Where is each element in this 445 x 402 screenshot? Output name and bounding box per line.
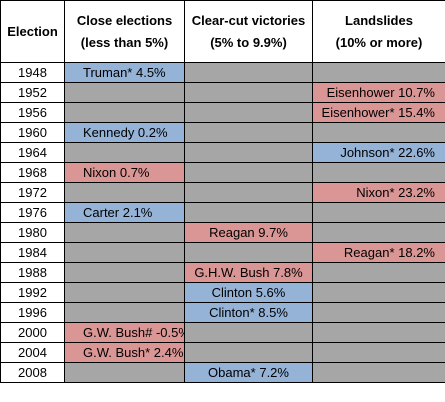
landslide-cell: [312, 322, 445, 343]
header-clear-cut-victories: Clear-cut victories (5% to 9.9%): [184, 0, 313, 63]
close-election-cell: [64, 102, 185, 123]
header-election: Election: [0, 0, 65, 63]
election-year-cell: 1992: [0, 282, 65, 303]
election-year-cell: 2008: [0, 362, 65, 383]
clear-cut-victory-cell: [184, 122, 313, 143]
landslide-cell: [312, 122, 445, 143]
close-election-cell: G.W. Bush* 2.4%: [64, 342, 185, 363]
header-landslides: Landslides (10% or more): [312, 0, 445, 63]
table-row: 1988 G.H.W. Bush 7.8%: [0, 262, 445, 283]
landslide-cell: Eisenhower 10.7%: [312, 82, 445, 103]
table-row: 1996 Clinton* 8.5%: [0, 302, 445, 323]
table-row: 1956 Eisenhower* 15.4%: [0, 102, 445, 123]
clear-cut-victory-cell: [184, 62, 313, 83]
close-election-cell: Kennedy 0.2%: [64, 122, 185, 143]
election-year-cell: 2004: [0, 342, 65, 363]
election-margins-table: Election Close elections (less than 5%) …: [0, 0, 445, 383]
election-year-cell: 1972: [0, 182, 65, 203]
election-year-cell: 1964: [0, 142, 65, 163]
clear-cut-victory-cell: [184, 182, 313, 203]
header-close-elections: Close elections (less than 5%): [64, 0, 185, 63]
landslide-cell: Nixon* 23.2%: [312, 182, 445, 203]
close-election-cell: [64, 242, 185, 263]
table-row: 1948 Truman* 4.5%: [0, 62, 445, 83]
clear-cut-victory-cell: Obama* 7.2%: [184, 362, 313, 383]
landslide-cell: [312, 342, 445, 363]
table-body: 1948 Truman* 4.5% 1952 Eisenhower 10.7% …: [0, 62, 445, 383]
election-year-cell: 1968: [0, 162, 65, 183]
election-year-cell: 1980: [0, 222, 65, 243]
close-election-cell: [64, 222, 185, 243]
close-election-cell: Nixon 0.7%: [64, 162, 185, 183]
clear-cut-victory-cell: Reagan 9.7%: [184, 222, 313, 243]
landslide-cell: [312, 302, 445, 323]
close-election-cell: G.W. Bush# -0.5%: [64, 322, 185, 343]
table-row: 2004 G.W. Bush* 2.4%: [0, 342, 445, 363]
election-year-cell: 1988: [0, 262, 65, 283]
header-clear-title: Clear-cut victories: [191, 12, 306, 28]
close-election-cell: [64, 282, 185, 303]
landslide-cell: [312, 62, 445, 83]
clear-cut-victory-cell: Clinton 5.6%: [184, 282, 313, 303]
header-row: Election Close elections (less than 5%) …: [0, 0, 445, 63]
header-close-range: (less than 5%): [80, 34, 169, 50]
landslide-cell: [312, 162, 445, 183]
clear-cut-victory-cell: G.H.W. Bush 7.8%: [184, 262, 313, 283]
table-row: 2008 Obama* 7.2%: [0, 362, 445, 383]
clear-cut-victory-cell: [184, 202, 313, 223]
election-year-cell: 1960: [0, 122, 65, 143]
close-election-cell: Truman* 4.5%: [64, 62, 185, 83]
header-election-label: Election: [7, 23, 58, 39]
clear-cut-victory-cell: [184, 82, 313, 103]
clear-cut-victory-cell: [184, 342, 313, 363]
table-row: 1964 Johnson* 22.6%: [0, 142, 445, 163]
table-row: 1976 Carter 2.1%: [0, 202, 445, 223]
landslide-cell: [312, 262, 445, 283]
landslide-cell: Reagan* 18.2%: [312, 242, 445, 263]
landslide-cell: [312, 282, 445, 303]
clear-cut-victory-cell: [184, 322, 313, 343]
table-row: 1980 Reagan 9.7%: [0, 222, 445, 243]
close-election-cell: [64, 262, 185, 283]
clear-cut-victory-cell: [184, 142, 313, 163]
header-close-title: Close elections: [76, 12, 173, 28]
close-election-cell: [64, 82, 185, 103]
header-landslides-title: Landslides: [345, 12, 413, 28]
table-row: 1984 Reagan* 18.2%: [0, 242, 445, 263]
table-row: 1960 Kennedy 0.2%: [0, 122, 445, 143]
header-clear-range: (5% to 9.9%): [210, 34, 287, 50]
election-year-cell: 1984: [0, 242, 65, 263]
landslide-cell: [312, 222, 445, 243]
election-year-cell: 2000: [0, 322, 65, 343]
close-election-cell: Carter 2.1%: [64, 202, 185, 223]
close-election-cell: [64, 302, 185, 323]
landslide-cell: Johnson* 22.6%: [312, 142, 445, 163]
close-election-cell: [64, 182, 185, 203]
clear-cut-victory-cell: Clinton* 8.5%: [184, 302, 313, 323]
clear-cut-victory-cell: [184, 242, 313, 263]
election-year-cell: 1976: [0, 202, 65, 223]
table-row: 2000 G.W. Bush# -0.5%: [0, 322, 445, 343]
landslide-cell: [312, 362, 445, 383]
table-row: 1952 Eisenhower 10.7%: [0, 82, 445, 103]
election-year-cell: 1948: [0, 62, 65, 83]
close-election-cell: [64, 362, 185, 383]
election-year-cell: 1956: [0, 102, 65, 123]
table-row: 1992 Clinton 5.6%: [0, 282, 445, 303]
landslide-cell: Eisenhower* 15.4%: [312, 102, 445, 123]
clear-cut-victory-cell: [184, 102, 313, 123]
table-row: 1968 Nixon 0.7%: [0, 162, 445, 183]
header-landslides-range: (10% or more): [335, 34, 423, 50]
election-year-cell: 1952: [0, 82, 65, 103]
clear-cut-victory-cell: [184, 162, 313, 183]
close-election-cell: [64, 142, 185, 163]
table-row: 1972 Nixon* 23.2%: [0, 182, 445, 203]
landslide-cell: [312, 202, 445, 223]
election-year-cell: 1996: [0, 302, 65, 323]
